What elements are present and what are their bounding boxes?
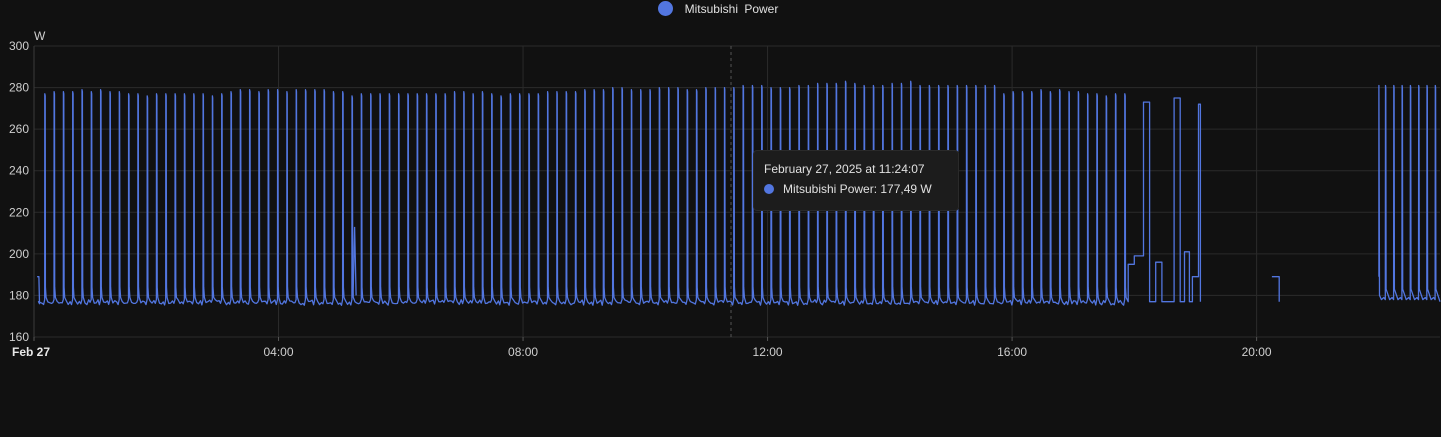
y-tick-label: 200: [9, 247, 29, 261]
y-tick-label: 280: [9, 81, 29, 95]
series-anomaly-spike: [352, 226, 357, 296]
legend-item-mitsubishi-power[interactable]: Mitsubishi Power: [657, 1, 779, 16]
x-tick-label: 12:00: [753, 345, 783, 359]
series-line-mitsubishi-power: [37, 80, 1441, 306]
series-mitsubishi-power: [37, 80, 1441, 306]
tooltip: February 27, 2025 at 11:24:07 Mitsubishi…: [753, 150, 959, 211]
grid: [33, 45, 1440, 341]
x-axis: Feb 27 04:00 08:00 12:00 16:00 20:00: [12, 345, 1272, 359]
legend-swatch: [657, 1, 673, 16]
y-tick-label: 180: [9, 288, 29, 302]
tooltip-row: Mitsubishi Power: 177,49 W: [764, 182, 948, 196]
y-tick-label: 160: [9, 330, 29, 344]
tooltip-title: February 27, 2025 at 11:24:07: [764, 162, 925, 176]
y-tick-label: 220: [9, 205, 29, 219]
tooltip-value: Mitsubishi Power: 177,49 W: [783, 182, 932, 196]
x-tick-label: 20:00: [1242, 345, 1272, 359]
y-tick-label: 260: [9, 122, 29, 136]
y-tick-label: 240: [9, 164, 29, 178]
y-axis: 160 180 200 220 240 260 280 300: [9, 39, 29, 344]
y-axis-label: W: [34, 29, 46, 43]
tooltip-series-dot: [764, 184, 774, 194]
x-tick-label: 16:00: [997, 345, 1027, 359]
legend: Mitsubishi Power: [0, 1, 1441, 16]
x-tick-label: 04:00: [264, 345, 294, 359]
legend-label: Mitsubishi Power: [684, 1, 779, 16]
y-tick-label: 300: [9, 39, 29, 53]
x-tick-label: 08:00: [508, 345, 538, 359]
x-tick-label: Feb 27: [12, 345, 50, 359]
